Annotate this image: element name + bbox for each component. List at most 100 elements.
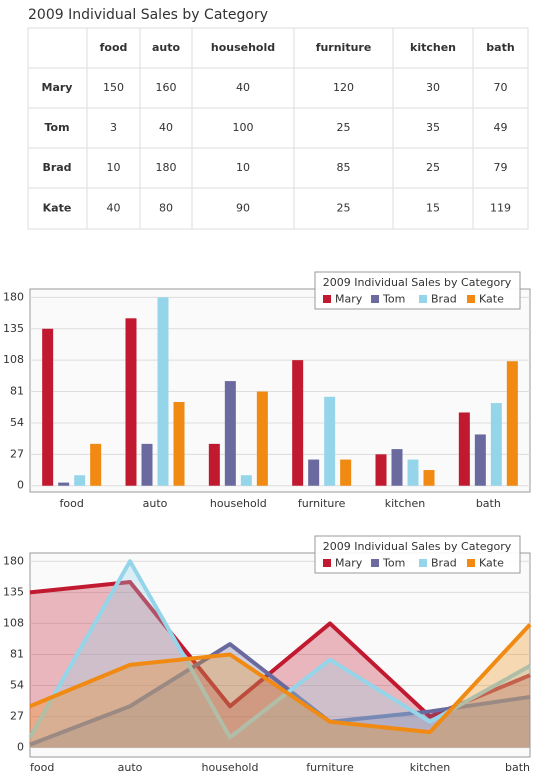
bar (375, 454, 387, 486)
legend-swatch (419, 295, 427, 303)
y-tick-label: 135 (3, 585, 24, 598)
bar (324, 396, 336, 486)
y-tick-label: 108 (3, 353, 24, 366)
y-tick-label: 54 (10, 416, 24, 429)
legend-label: Kate (479, 557, 504, 570)
x-tick-label: household (210, 497, 267, 510)
bar (240, 475, 252, 486)
bar (292, 360, 304, 486)
column-header: bath (486, 41, 514, 54)
bar (42, 328, 54, 486)
bar (490, 403, 502, 486)
legend-swatch (467, 559, 475, 567)
legend-swatch (323, 559, 331, 567)
bar (141, 443, 153, 486)
table-cell: 49 (494, 121, 508, 134)
table-cell: 180 (156, 161, 177, 174)
table-cell: 25 (426, 161, 440, 174)
x-tick-label: kitchen (385, 497, 426, 510)
x-tick-label: furniture (306, 761, 354, 774)
y-tick-label: 135 (3, 322, 24, 335)
row-header: Mary (42, 81, 73, 94)
bar (256, 391, 268, 486)
row-header: Brad (42, 161, 71, 174)
legend-box (314, 535, 521, 574)
x-tick-label: auto (118, 761, 143, 774)
bar (173, 402, 185, 486)
legend-swatch (371, 559, 379, 567)
table-cell: 15 (426, 202, 440, 215)
area (30, 644, 530, 748)
bar (423, 470, 435, 486)
legend-swatch (371, 295, 379, 303)
row-header: Tom (44, 121, 69, 134)
x-tick-label: food (60, 497, 84, 510)
table-cell: 30 (426, 81, 440, 94)
table-cell: 3 (110, 121, 117, 134)
legend-label: Tom (382, 557, 405, 570)
y-tick-label: 81 (10, 385, 24, 398)
table-cell: 160 (156, 81, 177, 94)
legend-label: Mary (335, 557, 363, 570)
plot-area (29, 288, 531, 493)
legend-title: 2009 Individual Sales by Category (323, 276, 512, 289)
area (30, 624, 530, 748)
y-tick-label: 0 (17, 479, 24, 492)
legend: 2009 Individual Sales by Category Mary Tom… (314, 535, 521, 574)
table-title: 2009 Individual Sales by Category (28, 7, 268, 23)
x-tick-label: auto (143, 497, 168, 510)
bar (74, 475, 86, 486)
table-cell: 25 (337, 121, 351, 134)
table-cell: 150 (103, 81, 124, 94)
bar (391, 449, 403, 486)
bar (340, 459, 352, 486)
bar (506, 361, 518, 486)
bar (474, 434, 486, 486)
table-cell: 10 (236, 161, 250, 174)
y-tick-label: 54 (10, 679, 24, 692)
bar (90, 443, 102, 486)
table-cell: 80 (159, 202, 173, 215)
bar (157, 297, 169, 486)
bar (407, 459, 419, 486)
bar (125, 318, 137, 486)
y-tick-label: 27 (10, 447, 24, 460)
column-header: kitchen (410, 41, 456, 54)
legend-title: 2009 Individual Sales by Category (323, 540, 512, 553)
bar (208, 443, 220, 486)
legend-swatch (467, 295, 475, 303)
table-cell: 90 (236, 202, 250, 215)
table-cell: 40 (159, 121, 173, 134)
legend-swatch (323, 295, 331, 303)
y-tick-label: 180 (3, 290, 24, 303)
legend-label: Tom (382, 293, 405, 306)
y-tick-label: 0 (17, 741, 24, 754)
column-header: household (211, 41, 275, 54)
table-cell: 40 (107, 202, 121, 215)
y-tick-label: 27 (10, 710, 24, 723)
legend: 2009 Individual Sales by Category Mary Tom… (314, 271, 521, 310)
legend-swatch (419, 559, 427, 567)
table-cell: 85 (337, 161, 351, 174)
legend-label: Brad (431, 557, 457, 570)
x-tick-label: food (30, 761, 54, 774)
table-cell: 119 (490, 202, 511, 215)
row-header: Kate (43, 202, 72, 215)
bar (308, 459, 320, 486)
table-cell: 100 (233, 121, 254, 134)
line (29, 642, 531, 747)
table-cell: 120 (333, 81, 354, 94)
table-cell: 10 (107, 161, 121, 174)
x-tick-label: bath (505, 761, 530, 774)
table-cell: 70 (494, 81, 508, 94)
table-cell: 40 (236, 81, 250, 94)
table-border (27, 27, 529, 230)
bar (224, 381, 236, 486)
table-cell: 25 (337, 202, 351, 215)
x-tick-label: bath (476, 497, 501, 510)
x-tick-label: furniture (298, 497, 346, 510)
column-header: auto (152, 41, 181, 54)
bar (58, 482, 70, 486)
